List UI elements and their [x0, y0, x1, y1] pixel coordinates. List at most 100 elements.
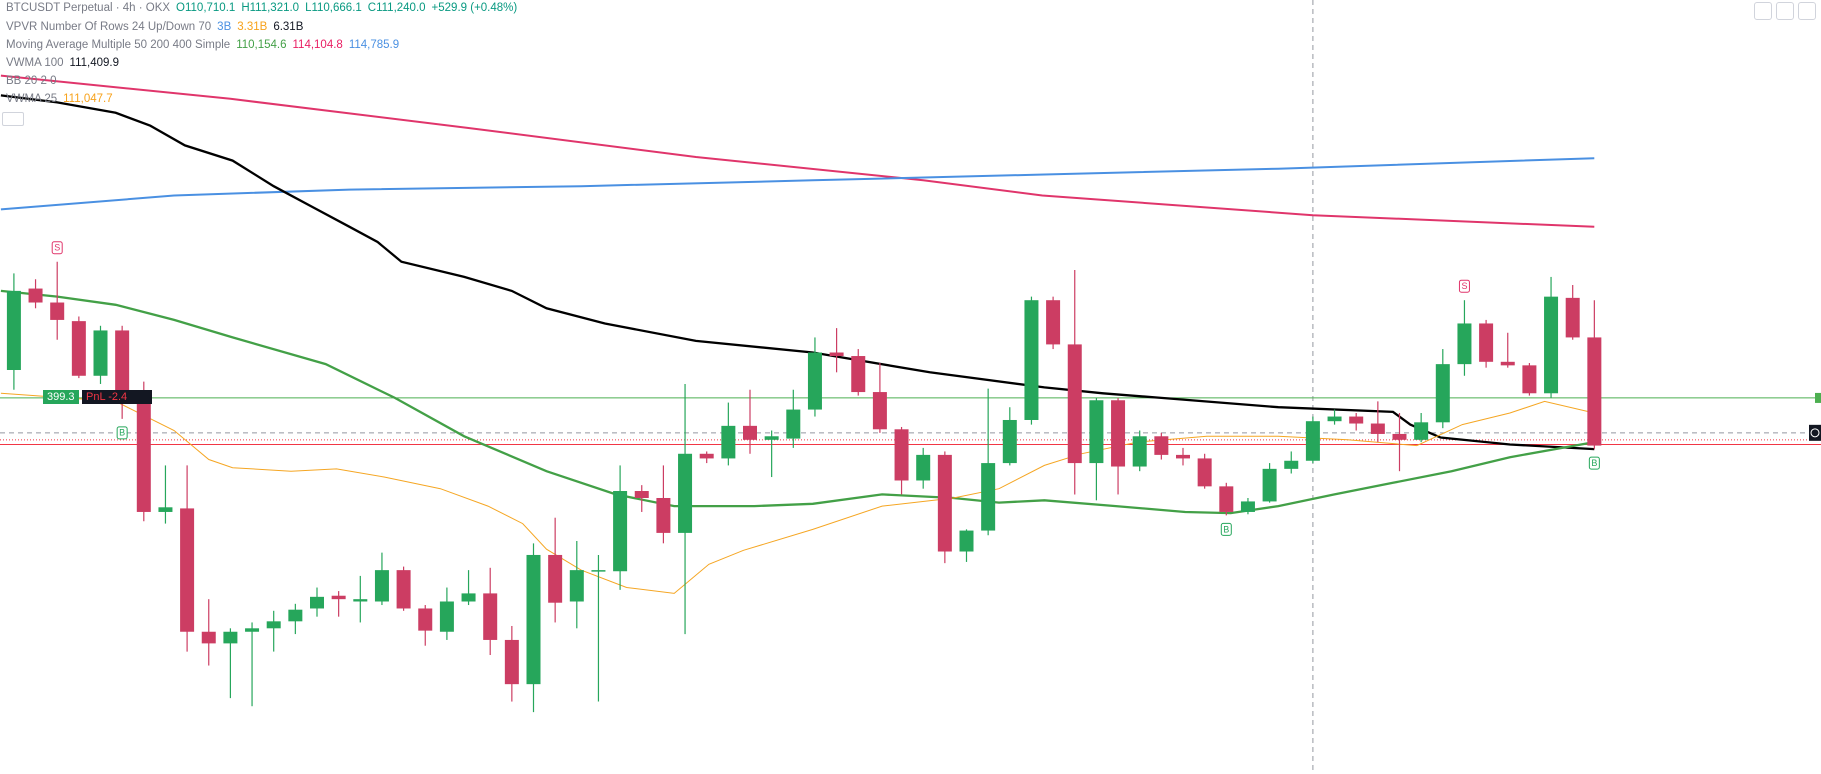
symbol[interactable]: BTCUSDT Perpetual · 4h · OKX [6, 2, 171, 14]
candle-body [764, 436, 779, 440]
indicator-value: 3B [217, 21, 232, 33]
indicator-value: 3.31B [237, 21, 268, 33]
signal-label: B [119, 428, 125, 438]
signal-marker [116, 426, 128, 440]
candle-body [937, 454, 952, 552]
ohlc-high: H111,321.0 [241, 2, 300, 14]
candle-body [93, 330, 108, 376]
indicator-value: 111,409.9 [69, 57, 119, 69]
candle-body [613, 491, 628, 572]
indicator-name[interactable]: VPVR Number Of Rows 24 Up/Down 70 [6, 21, 212, 33]
indicator-line [0, 392, 1595, 594]
candle-body [634, 491, 649, 498]
indicator-line [0, 157, 1595, 211]
indicator-legend: Moving Average Multiple 50 200 400 Simpl… [6, 39, 399, 51]
candle-body [223, 631, 238, 644]
candle-body [1305, 421, 1320, 461]
candle-body [201, 631, 216, 644]
crosshair-icon [1810, 428, 1820, 438]
candle-body [1176, 454, 1190, 459]
position-pnl[interactable]: PnL -2.4 [82, 390, 152, 404]
position-qty[interactable]: 399.3 [43, 390, 79, 404]
candle-body [1262, 468, 1277, 502]
signal-marker [1220, 522, 1232, 536]
candle-body [1284, 460, 1299, 469]
signal-label: B [1223, 524, 1229, 534]
indicator-name[interactable]: VWMA 25 [6, 93, 58, 105]
candle-body [981, 463, 996, 531]
candle-body [786, 409, 801, 439]
candle-body [1565, 297, 1580, 338]
candle-body [807, 352, 822, 410]
collapse-button[interactable] [2, 112, 24, 126]
candle-body [678, 453, 693, 533]
indicator-value: 111,047.7 [63, 93, 113, 105]
crosshair-tag [1809, 424, 1821, 441]
candle-body [28, 288, 43, 303]
indicator-legend: BB 20 2 0 [6, 75, 57, 87]
candle-body [1240, 501, 1255, 512]
candle-body [1544, 296, 1559, 394]
indicator-name[interactable]: Moving Average Multiple 50 200 400 Simpl… [6, 39, 231, 51]
candle-body [851, 356, 866, 393]
candle-body [245, 628, 260, 632]
candle-body [1500, 361, 1515, 366]
candle-body [288, 609, 303, 622]
candle-body [1435, 364, 1450, 423]
signal-label: S [1461, 281, 1467, 291]
candle-body [396, 570, 411, 609]
candle-body [699, 453, 714, 459]
indicator-legend: VPVR Number Of Rows 24 Up/Down 70 3B 3.3… [6, 21, 303, 33]
candle-body [266, 621, 281, 629]
candle-body [1327, 416, 1342, 422]
indicator-legend: VWMA 100 111,409.9 [6, 57, 119, 69]
indicator-line [0, 74, 1595, 228]
candle-body [656, 497, 671, 533]
candle-body [872, 392, 887, 430]
minimize-button[interactable] [1776, 2, 1794, 20]
candle-body [136, 393, 151, 512]
ohlc-close: C111,240.0 [367, 2, 426, 14]
candle-body [743, 425, 757, 440]
candle-body [548, 554, 563, 603]
signal-label: B [1591, 458, 1597, 468]
candle-body [1197, 458, 1212, 487]
candle-body [1154, 436, 1169, 455]
candle-body [916, 454, 931, 481]
candle-body [1392, 433, 1407, 440]
signal-marker [1458, 279, 1470, 293]
candle-body [115, 330, 130, 396]
candle-body [461, 593, 476, 602]
candle-body [504, 639, 519, 685]
candle-body [158, 507, 173, 512]
candle-body [1002, 419, 1017, 464]
candle-body [1457, 323, 1472, 365]
indicator-name[interactable]: VWMA 100 [6, 57, 64, 69]
candle-body [1067, 344, 1082, 464]
candle-body [1219, 486, 1234, 512]
indicator-name[interactable]: BB 20 2 0 [6, 75, 57, 87]
candle-body [1522, 365, 1537, 394]
candle-body [569, 570, 584, 602]
candle-body [331, 595, 346, 600]
maximize-button[interactable] [1798, 2, 1816, 20]
candle-body [1370, 423, 1385, 434]
signal-marker [51, 241, 63, 255]
candle-body [418, 608, 433, 631]
candle-body [310, 596, 324, 609]
candle-body [894, 429, 909, 481]
candle-body [439, 601, 454, 632]
candle-body [6, 290, 21, 371]
indicator-legend: VWMA 25 111,047.7 [6, 93, 113, 105]
signal-marker [1588, 456, 1600, 470]
candle-body [721, 425, 736, 459]
candle-body [1046, 300, 1061, 345]
signal-label: S [54, 243, 60, 253]
indicator-value: 114,104.8 [292, 39, 343, 51]
candle-body [1479, 323, 1494, 362]
scroll-button[interactable] [1754, 2, 1772, 20]
indicator-value: 6.31B [273, 21, 304, 33]
candle-body [1111, 400, 1126, 467]
candle-body [959, 530, 974, 552]
